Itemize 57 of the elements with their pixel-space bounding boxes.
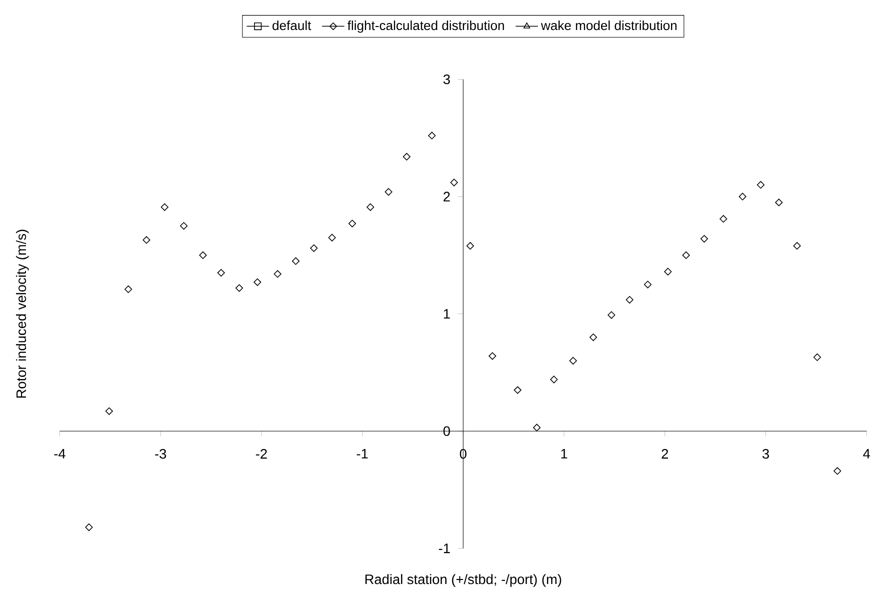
point — [488, 352, 496, 360]
point — [514, 386, 522, 394]
point — [608, 311, 616, 319]
point — [738, 192, 746, 200]
point — [569, 356, 577, 364]
y-tick-label: 2 — [444, 192, 450, 202]
point — [775, 198, 783, 206]
x-tick-label: -2 — [256, 448, 267, 458]
point — [254, 278, 262, 286]
point — [274, 270, 282, 278]
x-tick-label: -3 — [155, 448, 166, 458]
point — [384, 188, 392, 196]
x-tick-label: 2 — [662, 448, 668, 458]
point — [720, 214, 728, 222]
point — [124, 285, 132, 293]
point — [292, 257, 300, 265]
point — [756, 180, 764, 188]
point — [328, 234, 336, 242]
point — [533, 424, 541, 432]
legend-label: wake model distribution — [540, 20, 677, 30]
point — [700, 234, 708, 242]
point — [428, 132, 436, 140]
point — [310, 244, 318, 252]
point — [85, 523, 93, 531]
point — [466, 242, 474, 250]
point — [105, 407, 113, 415]
x-tick-label: -1 — [356, 448, 368, 458]
x-tick-label: 4 — [863, 448, 870, 458]
x-tick-label: -4 — [54, 448, 66, 458]
point — [590, 333, 598, 341]
x-tick-label: 3 — [762, 448, 769, 458]
point — [626, 296, 634, 304]
y-tick-label: 3 — [443, 74, 450, 84]
point — [834, 466, 842, 475]
point — [235, 284, 244, 292]
point — [793, 242, 801, 250]
x-tick-label: 1 — [561, 448, 568, 458]
y-axis-title: Rotor induced velocity (m/s) — [16, 230, 29, 398]
legend-label: default — [272, 20, 312, 30]
legend-label: flight-calculated distribution — [348, 20, 504, 32]
point — [160, 203, 168, 211]
point — [199, 251, 207, 259]
point — [682, 251, 690, 259]
point — [402, 152, 410, 160]
y-tick-label: 1 — [444, 308, 450, 318]
x-axis-title: Radial station (+/stbd; -/port) (m) — [365, 574, 562, 587]
point — [644, 280, 652, 288]
point — [450, 178, 458, 186]
y-tick-label: -1 — [438, 543, 450, 553]
point — [180, 222, 188, 230]
point — [217, 268, 225, 276]
point — [348, 220, 356, 228]
point — [664, 268, 672, 276]
point — [550, 376, 558, 384]
point — [366, 203, 374, 211]
point — [813, 353, 821, 361]
point — [142, 236, 150, 244]
